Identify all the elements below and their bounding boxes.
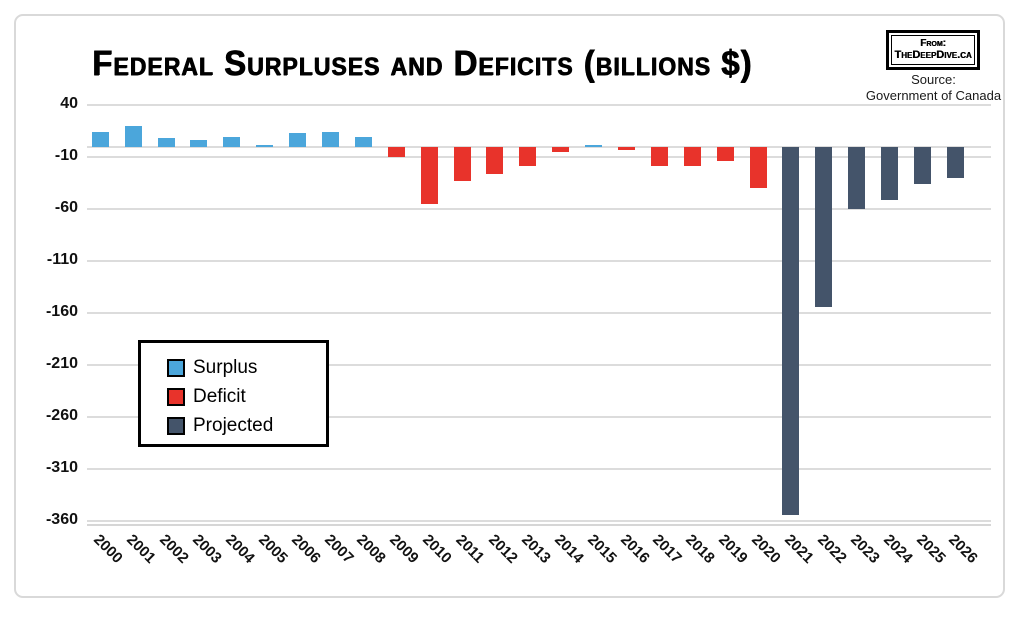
chart-legend: Surplus Deficit Projected	[138, 340, 329, 447]
bar-2026	[946, 146, 964, 179]
projected-swatch-icon	[167, 416, 185, 435]
bar-2023	[848, 146, 866, 209]
x-axis-line	[87, 524, 991, 526]
bar-2007	[322, 132, 340, 147]
x-tick-label-2018: 2018	[682, 531, 719, 567]
attribution-badge: From: TheDeepDive.ca	[886, 30, 980, 70]
source-attribution: Source: Government of Canada	[846, 72, 1021, 104]
x-tick-label-2001: 2001	[123, 531, 159, 567]
x-tick-label-2025: 2025	[912, 531, 949, 567]
surplus-swatch-icon	[167, 358, 185, 377]
bar-2017	[650, 146, 668, 167]
bar-2025	[914, 146, 932, 184]
x-tick-label-2007: 2007	[320, 531, 357, 567]
bar-2020	[749, 146, 767, 188]
bar-2018	[683, 146, 701, 167]
bar-2001	[124, 125, 142, 147]
x-tick-label-2006: 2006	[287, 531, 324, 567]
legend-item-deficit: Deficit	[167, 383, 326, 410]
x-tick-label-2010: 2010	[419, 531, 455, 567]
deficit-swatch-icon	[167, 387, 185, 406]
bar-2013	[519, 146, 537, 166]
x-tick-label-2016: 2016	[616, 531, 653, 567]
legend-item-projected: Projected	[167, 412, 326, 439]
x-tick-label-2003: 2003	[189, 531, 225, 567]
x-tick-label-2008: 2008	[353, 531, 390, 567]
x-tick-label-2026: 2026	[945, 531, 982, 567]
gridline-40	[87, 104, 991, 106]
bar-2014	[552, 146, 570, 152]
bar-2002	[157, 138, 175, 147]
badge-site-name: TheDeepDive.ca	[894, 49, 972, 61]
x-tick-label-2024: 2024	[879, 531, 916, 567]
bar-2000	[91, 131, 109, 147]
gridline--210	[87, 364, 991, 366]
gridline--10	[87, 156, 991, 158]
x-tick-label-2020: 2020	[748, 531, 784, 567]
bar-2011	[453, 146, 471, 182]
bar-2022	[815, 146, 833, 308]
x-tick-label-2019: 2019	[715, 531, 752, 567]
x-tick-label-2002: 2002	[156, 531, 192, 567]
y-tick-label: -210	[45, 355, 78, 373]
x-tick-label-2023: 2023	[846, 531, 883, 567]
y-tick-label: -60	[54, 199, 78, 217]
x-tick-label-2005: 2005	[254, 531, 291, 567]
x-tick-label-2012: 2012	[485, 531, 521, 567]
gridline--310	[87, 468, 991, 470]
gridline--260	[87, 416, 991, 418]
x-tick-label-2011: 2011	[452, 531, 488, 567]
y-tick-label: -110	[46, 251, 78, 269]
plot-area: 40 -10 -60 -110 -160 -210 -260 -310 -360 2000 2001…	[16, 16, 1003, 596]
bar-2012	[486, 146, 504, 174]
bar-2015	[585, 144, 603, 147]
legend-item-surplus: Surplus	[167, 354, 326, 381]
y-tick-label: 40	[60, 95, 78, 113]
chart-panel: Federal Surpluses and Deficits (billions…	[14, 14, 1005, 598]
bar-2008	[354, 136, 372, 147]
bar-2009	[387, 146, 405, 157]
bar-2005	[256, 145, 274, 147]
bar-2016	[618, 146, 636, 150]
x-tick-label-2015: 2015	[583, 531, 620, 567]
source-label: Source:	[911, 72, 956, 87]
bar-2024	[881, 146, 899, 200]
x-tick-label-2017: 2017	[649, 531, 686, 567]
bar-2004	[223, 137, 241, 147]
x-tick-label-2022: 2022	[814, 531, 850, 567]
bar-2021	[782, 146, 800, 515]
gridline--360	[87, 520, 991, 522]
chart-title: Federal Surpluses and Deficits (billions…	[92, 42, 753, 83]
bar-2010	[420, 146, 438, 205]
gridline--110	[87, 260, 991, 262]
source-name: Government of Canada	[865, 88, 1002, 103]
x-tick-label-2013: 2013	[518, 531, 554, 567]
y-tick-label: -360	[45, 511, 78, 529]
y-tick-label: -310	[45, 459, 78, 477]
x-tick-label-2000: 2000	[90, 531, 127, 567]
bar-2006	[289, 132, 307, 147]
x-tick-label-2014: 2014	[550, 531, 587, 567]
bar-2003	[190, 139, 208, 147]
y-tick-label: -260	[45, 407, 78, 425]
x-tick-label-2009: 2009	[386, 531, 423, 567]
badge-from-label: From:	[920, 38, 946, 49]
x-tick-label-2021: 2021	[781, 531, 817, 567]
gridline--60	[87, 208, 991, 210]
gridline--160	[87, 312, 991, 314]
legend-label-projected: Projected	[193, 414, 274, 436]
bar-2019	[716, 146, 734, 162]
zero-baseline	[87, 145, 991, 148]
legend-label-surplus: Surplus	[193, 356, 258, 378]
y-tick-label: -10	[54, 147, 78, 165]
legend-label-deficit: Deficit	[193, 385, 246, 407]
attribution-badge-inner: From: TheDeepDive.ca	[891, 35, 975, 65]
x-tick-label-2004: 2004	[222, 531, 258, 567]
y-tick-label: -160	[45, 303, 78, 321]
